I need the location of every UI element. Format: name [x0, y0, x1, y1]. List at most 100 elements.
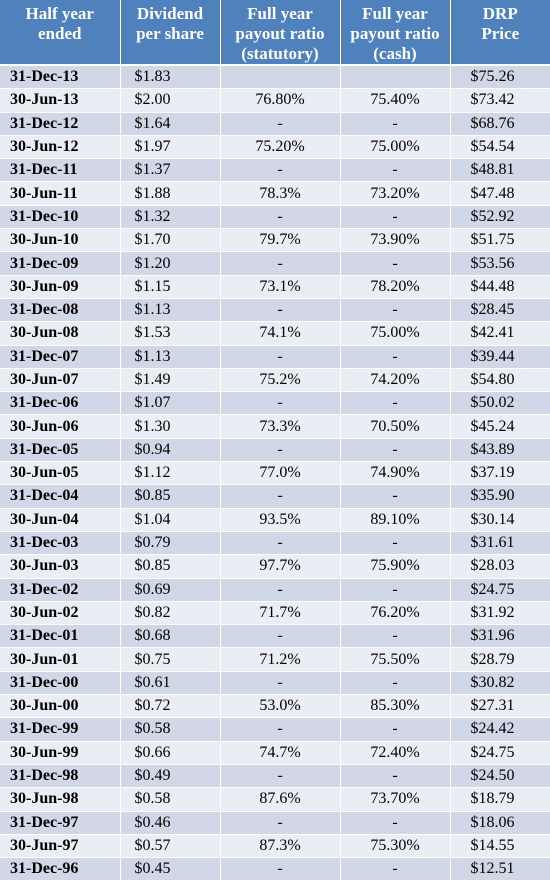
cell-drp-price: $73.42 [450, 88, 550, 113]
cell-payout-ratio-statutory: 74.1% [220, 321, 341, 346]
table-row: 30-Jun-13 $2.00 76.80% 75.40% $73.42 [0, 88, 550, 113]
cell-drp-price: $28.45 [450, 298, 550, 323]
cell-payout-ratio-cash: - [340, 438, 451, 463]
cell-drp-price: $24.42 [450, 717, 550, 742]
cell-payout-ratio-statutory: - [220, 251, 341, 276]
cell-half-year-ended: 30-Jun-12 [0, 135, 121, 160]
cell-dividend-per-share: $1.97 [120, 135, 221, 160]
cell-payout-ratio-cash: - [340, 158, 451, 183]
cell-drp-price: $68.76 [450, 112, 550, 136]
cell-drp-price: $37.19 [450, 461, 550, 486]
table-row: 30-Jun-06 $1.30 73.3% 70.50% $45.24 [0, 414, 550, 439]
cell-half-year-ended: 30-Jun-99 [0, 741, 121, 765]
cell-payout-ratio-statutory: 71.2% [220, 647, 341, 672]
cell-payout-ratio-statutory: - [220, 298, 341, 323]
cell-payout-ratio-statutory: 78.3% [220, 181, 341, 206]
cell-payout-ratio-cash: 75.50% [340, 647, 451, 672]
cell-dividend-per-share: $0.61 [120, 671, 221, 696]
cell-dividend-per-share: $0.69 [120, 578, 221, 602]
cell-payout-ratio-cash: - [340, 298, 451, 323]
cell-payout-ratio-statutory: - [220, 391, 341, 416]
table-row: 31-Dec-12 $1.64- - $68.76 [0, 112, 550, 136]
table-row: 31-Dec-02 $0.69- - $24.75 [0, 578, 550, 602]
cell-dividend-per-share: $0.85 [120, 554, 221, 579]
cell-half-year-ended: 31-Dec-07 [0, 345, 121, 369]
cell-drp-price: $31.92 [450, 601, 550, 626]
cell-payout-ratio-statutory: 75.20% [220, 135, 341, 160]
cell-payout-ratio-statutory: - [220, 811, 341, 835]
table-row: 31-Dec-97 $0.46- - $18.06 [0, 811, 550, 835]
cell-dividend-per-share: $1.20 [120, 251, 221, 276]
cell-payout-ratio-cash: - [340, 205, 451, 230]
table-row: 31-Dec-03 $0.79- - $31.61 [0, 531, 550, 556]
cell-drp-price: $31.96 [450, 624, 550, 649]
cell-dividend-per-share: $0.72 [120, 694, 221, 719]
cell-drp-price: $35.90 [450, 484, 550, 509]
cell-drp-price: $44.48 [450, 275, 550, 299]
cell-dividend-per-share: $0.85 [120, 484, 221, 509]
cell-drp-price: $24.75 [450, 578, 550, 602]
table-row: 30-Jun-00 $0.72 53.0% 85.30% $27.31 [0, 694, 550, 719]
cell-drp-price: $53.56 [450, 251, 550, 276]
cell-payout-ratio-cash: - [340, 811, 451, 835]
cell-payout-ratio-cash: - [340, 717, 451, 742]
cell-payout-ratio-statutory [220, 65, 341, 90]
cell-payout-ratio-cash: - [340, 531, 451, 556]
cell-drp-price: $30.14 [450, 508, 550, 532]
cell-half-year-ended: 31-Dec-08 [0, 298, 121, 323]
cell-payout-ratio-statutory: - [220, 531, 341, 556]
cell-dividend-per-share: $0.58 [120, 787, 221, 812]
cell-half-year-ended: 31-Dec-98 [0, 764, 121, 789]
table-row: 30-Jun-04 $1.04 93.5% 89.10% $30.14 [0, 508, 550, 532]
cell-payout-ratio-statutory: - [220, 578, 341, 602]
cell-half-year-ended: 31-Dec-99 [0, 717, 121, 742]
header-half-year-ended: Half year ended [0, 0, 121, 66]
cell-drp-price: $18.06 [450, 811, 550, 835]
cell-payout-ratio-statutory: 73.3% [220, 414, 341, 439]
cell-drp-price: $31.61 [450, 531, 550, 556]
cell-drp-price: $52.92 [450, 205, 550, 230]
table-row: 30-Jun-08 $1.53 74.1% 75.00% $42.41 [0, 321, 550, 346]
table-row: 30-Jun-09 $1.15 73.1% 78.20% $44.48 [0, 275, 550, 299]
cell-payout-ratio-cash [340, 65, 451, 90]
cell-dividend-per-share: $0.49 [120, 764, 221, 789]
cell-half-year-ended: 30-Jun-06 [0, 414, 121, 439]
cell-dividend-per-share: $0.79 [120, 531, 221, 556]
header-dividend-per-share: Dividend per share [120, 0, 221, 66]
cell-half-year-ended: 31-Dec-05 [0, 438, 121, 463]
cell-drp-price: $47.48 [450, 181, 550, 206]
cell-payout-ratio-cash: 75.00% [340, 321, 451, 346]
cell-dividend-per-share: $1.49 [120, 368, 221, 393]
cell-half-year-ended: 31-Dec-11 [0, 158, 121, 183]
cell-payout-ratio-statutory: 53.0% [220, 694, 341, 719]
cell-dividend-per-share: $2.00 [120, 88, 221, 113]
cell-payout-ratio-cash: 75.30% [340, 834, 451, 859]
cell-drp-price: $24.50 [450, 764, 550, 789]
cell-payout-ratio-statutory: 73.1% [220, 275, 341, 299]
cell-dividend-per-share: $0.68 [120, 624, 221, 649]
cell-payout-ratio-statutory: 77.0% [220, 461, 341, 486]
cell-payout-ratio-statutory: - [220, 484, 341, 509]
table-row: 30-Jun-03 $0.85 97.7% 75.90% $28.03 [0, 554, 550, 579]
table-header: Half year ended Dividend per share Full ye… [0, 0, 550, 66]
cell-dividend-per-share: $1.88 [120, 181, 221, 206]
table-row: 31-Dec-08 $1.13- - $28.45 [0, 298, 550, 323]
cell-dividend-per-share: $1.64 [120, 112, 221, 136]
table-row: 31-Dec-05 $0.94- - $43.89 [0, 438, 550, 463]
cell-half-year-ended: 30-Jun-10 [0, 228, 121, 253]
cell-half-year-ended: 30-Jun-02 [0, 601, 121, 626]
table-row: 31-Dec-10 $1.32- - $52.92 [0, 205, 550, 230]
cell-half-year-ended: 30-Jun-08 [0, 321, 121, 346]
cell-payout-ratio-cash: 75.40% [340, 88, 451, 113]
cell-half-year-ended: 30-Jun-11 [0, 181, 121, 206]
cell-payout-ratio-statutory: - [220, 857, 341, 882]
cell-drp-price: $39.44 [450, 345, 550, 369]
cell-half-year-ended: 30-Jun-13 [0, 88, 121, 113]
table-row: 31-Dec-07 $1.13- - $39.44 [0, 345, 550, 369]
cell-payout-ratio-statutory: - [220, 345, 341, 369]
cell-dividend-per-share: $1.30 [120, 414, 221, 439]
cell-drp-price: $51.75 [450, 228, 550, 253]
cell-payout-ratio-cash: 74.20% [340, 368, 451, 393]
cell-payout-ratio-statutory: 76.80% [220, 88, 341, 113]
